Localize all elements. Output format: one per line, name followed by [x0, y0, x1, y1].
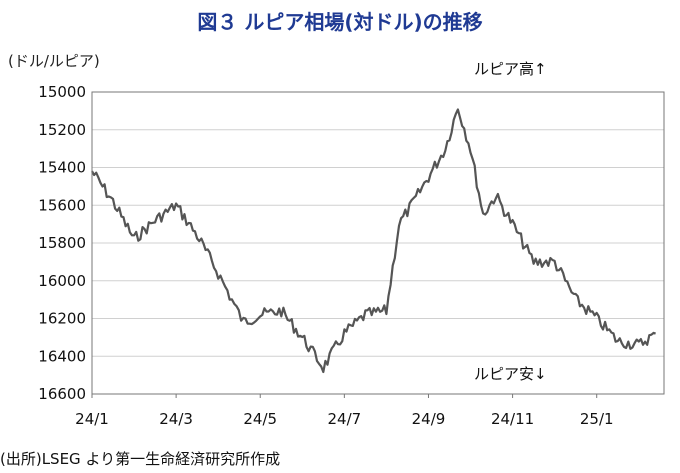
y-tick-label: 15400 — [38, 159, 86, 177]
rupiah-weak-note: ルピア安↓ — [474, 365, 547, 383]
chart-title: 図３ ルピア相場(対ドル)の推移 — [197, 10, 483, 34]
x-tick-label: 24/11 — [491, 410, 534, 428]
y-tick-label: 15800 — [38, 234, 86, 252]
plot-frame — [91, 91, 665, 395]
grid-lines — [92, 91, 664, 395]
y-tick-label: 16400 — [38, 347, 86, 365]
x-tick-label: 24/5 — [243, 410, 277, 428]
y-tick-label: 16000 — [38, 272, 86, 290]
y-axis-ticks: 15000 15200 15400 15600 15800 16000 16200 16400… — [38, 83, 86, 403]
x-tick-label: 24/1 — [75, 410, 109, 428]
x-tick-label: 24/7 — [328, 410, 362, 428]
x-tick-label: 24/9 — [412, 410, 446, 428]
source-note: (出所)LSEG より第一生命経済研究所作成 — [0, 450, 281, 468]
y-tick-label: 15000 — [38, 83, 86, 101]
x-axis-ticks: 24/1 24/3 24/5 24/7 24/9 24/11 25/1 — [75, 394, 614, 428]
x-tick-label: 25/1 — [580, 410, 614, 428]
series-line — [91, 108, 656, 374]
rupiah-strong-note: ルピア高↑ — [474, 60, 547, 78]
y-tick-label: 15200 — [38, 121, 86, 139]
y-tick-label: 16600 — [38, 385, 86, 403]
y-tick-label: 15600 — [38, 196, 86, 214]
y-axis-unit: (ドル/ルピア) — [8, 52, 100, 70]
y-tick-label: 16200 — [38, 310, 86, 328]
series-group — [91, 108, 656, 374]
x-tick-label: 24/3 — [159, 410, 193, 428]
